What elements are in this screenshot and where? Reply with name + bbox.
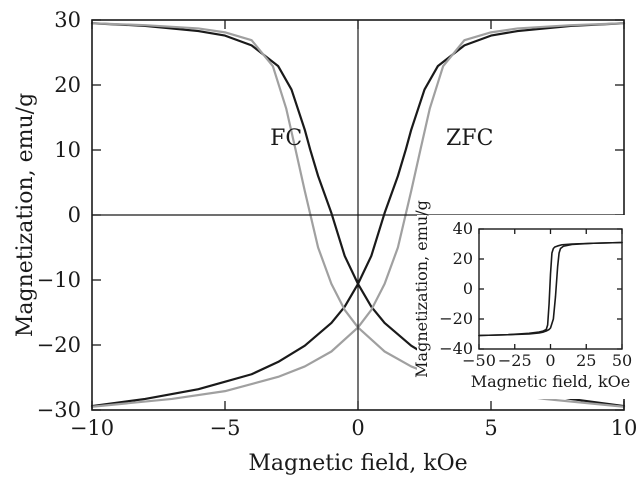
y-tick-label: 10 [54, 138, 81, 162]
x-tick-label: 10 [611, 416, 638, 440]
inset-y-axis-title: Magnetization, emu/g [412, 200, 431, 378]
inset-background [417, 215, 626, 399]
y-tick-label: 30 [54, 8, 81, 32]
x-tick-label: −10 [70, 416, 114, 440]
inset-x-tick-label: 0 [545, 351, 555, 370]
y-tick-label: 0 [68, 203, 81, 227]
series-line-4 [90, 22, 626, 408]
x-tick-label: 5 [484, 416, 497, 440]
y-axis-title: Magnetization, emu/g [13, 93, 38, 337]
inset-y-tick-label: 0 [463, 279, 473, 298]
curve-annotation-fc: FC [270, 126, 302, 151]
inset-x-tick-label: 50 [612, 351, 632, 370]
y-tick-label: −10 [37, 268, 81, 292]
main-annotations: FC ZFC [270, 126, 493, 151]
inset-x-tick-label: 25 [576, 351, 596, 370]
inset-ticks: −50 −25 0 25 50 −40 −20 0 20 40 [439, 219, 632, 370]
inset-series-line-2 [478, 241, 623, 337]
inset-x-axis-title: Magnetic field, kOe [471, 372, 630, 391]
x-tick-label: 0 [351, 416, 364, 440]
inset-x-tick-label: −25 [498, 351, 532, 370]
inset-y-tick-label: 40 [453, 219, 473, 238]
inset-series-line-1 [478, 241, 623, 337]
series-line-2 [90, 22, 626, 408]
curve-annotation-zfc: ZFC [446, 126, 493, 151]
x-axis-title: Magnetic field, kOe [248, 451, 467, 476]
inset-x-tick-label: −50 [462, 351, 496, 370]
inset-y-tick-label: −40 [439, 339, 473, 358]
inset-y-tick-label: 20 [453, 249, 473, 268]
inset-y-tick-label: −20 [439, 309, 473, 328]
y-tick-label: −30 [37, 398, 81, 422]
inset-curves [478, 241, 623, 337]
inset-plot: −50 −25 0 25 50 −40 −20 0 20 40 Magnetic field, k… [412, 200, 632, 399]
y-tick-label: −20 [37, 333, 81, 357]
x-tick-label: −5 [210, 416, 241, 440]
y-tick-label: 20 [54, 73, 81, 97]
